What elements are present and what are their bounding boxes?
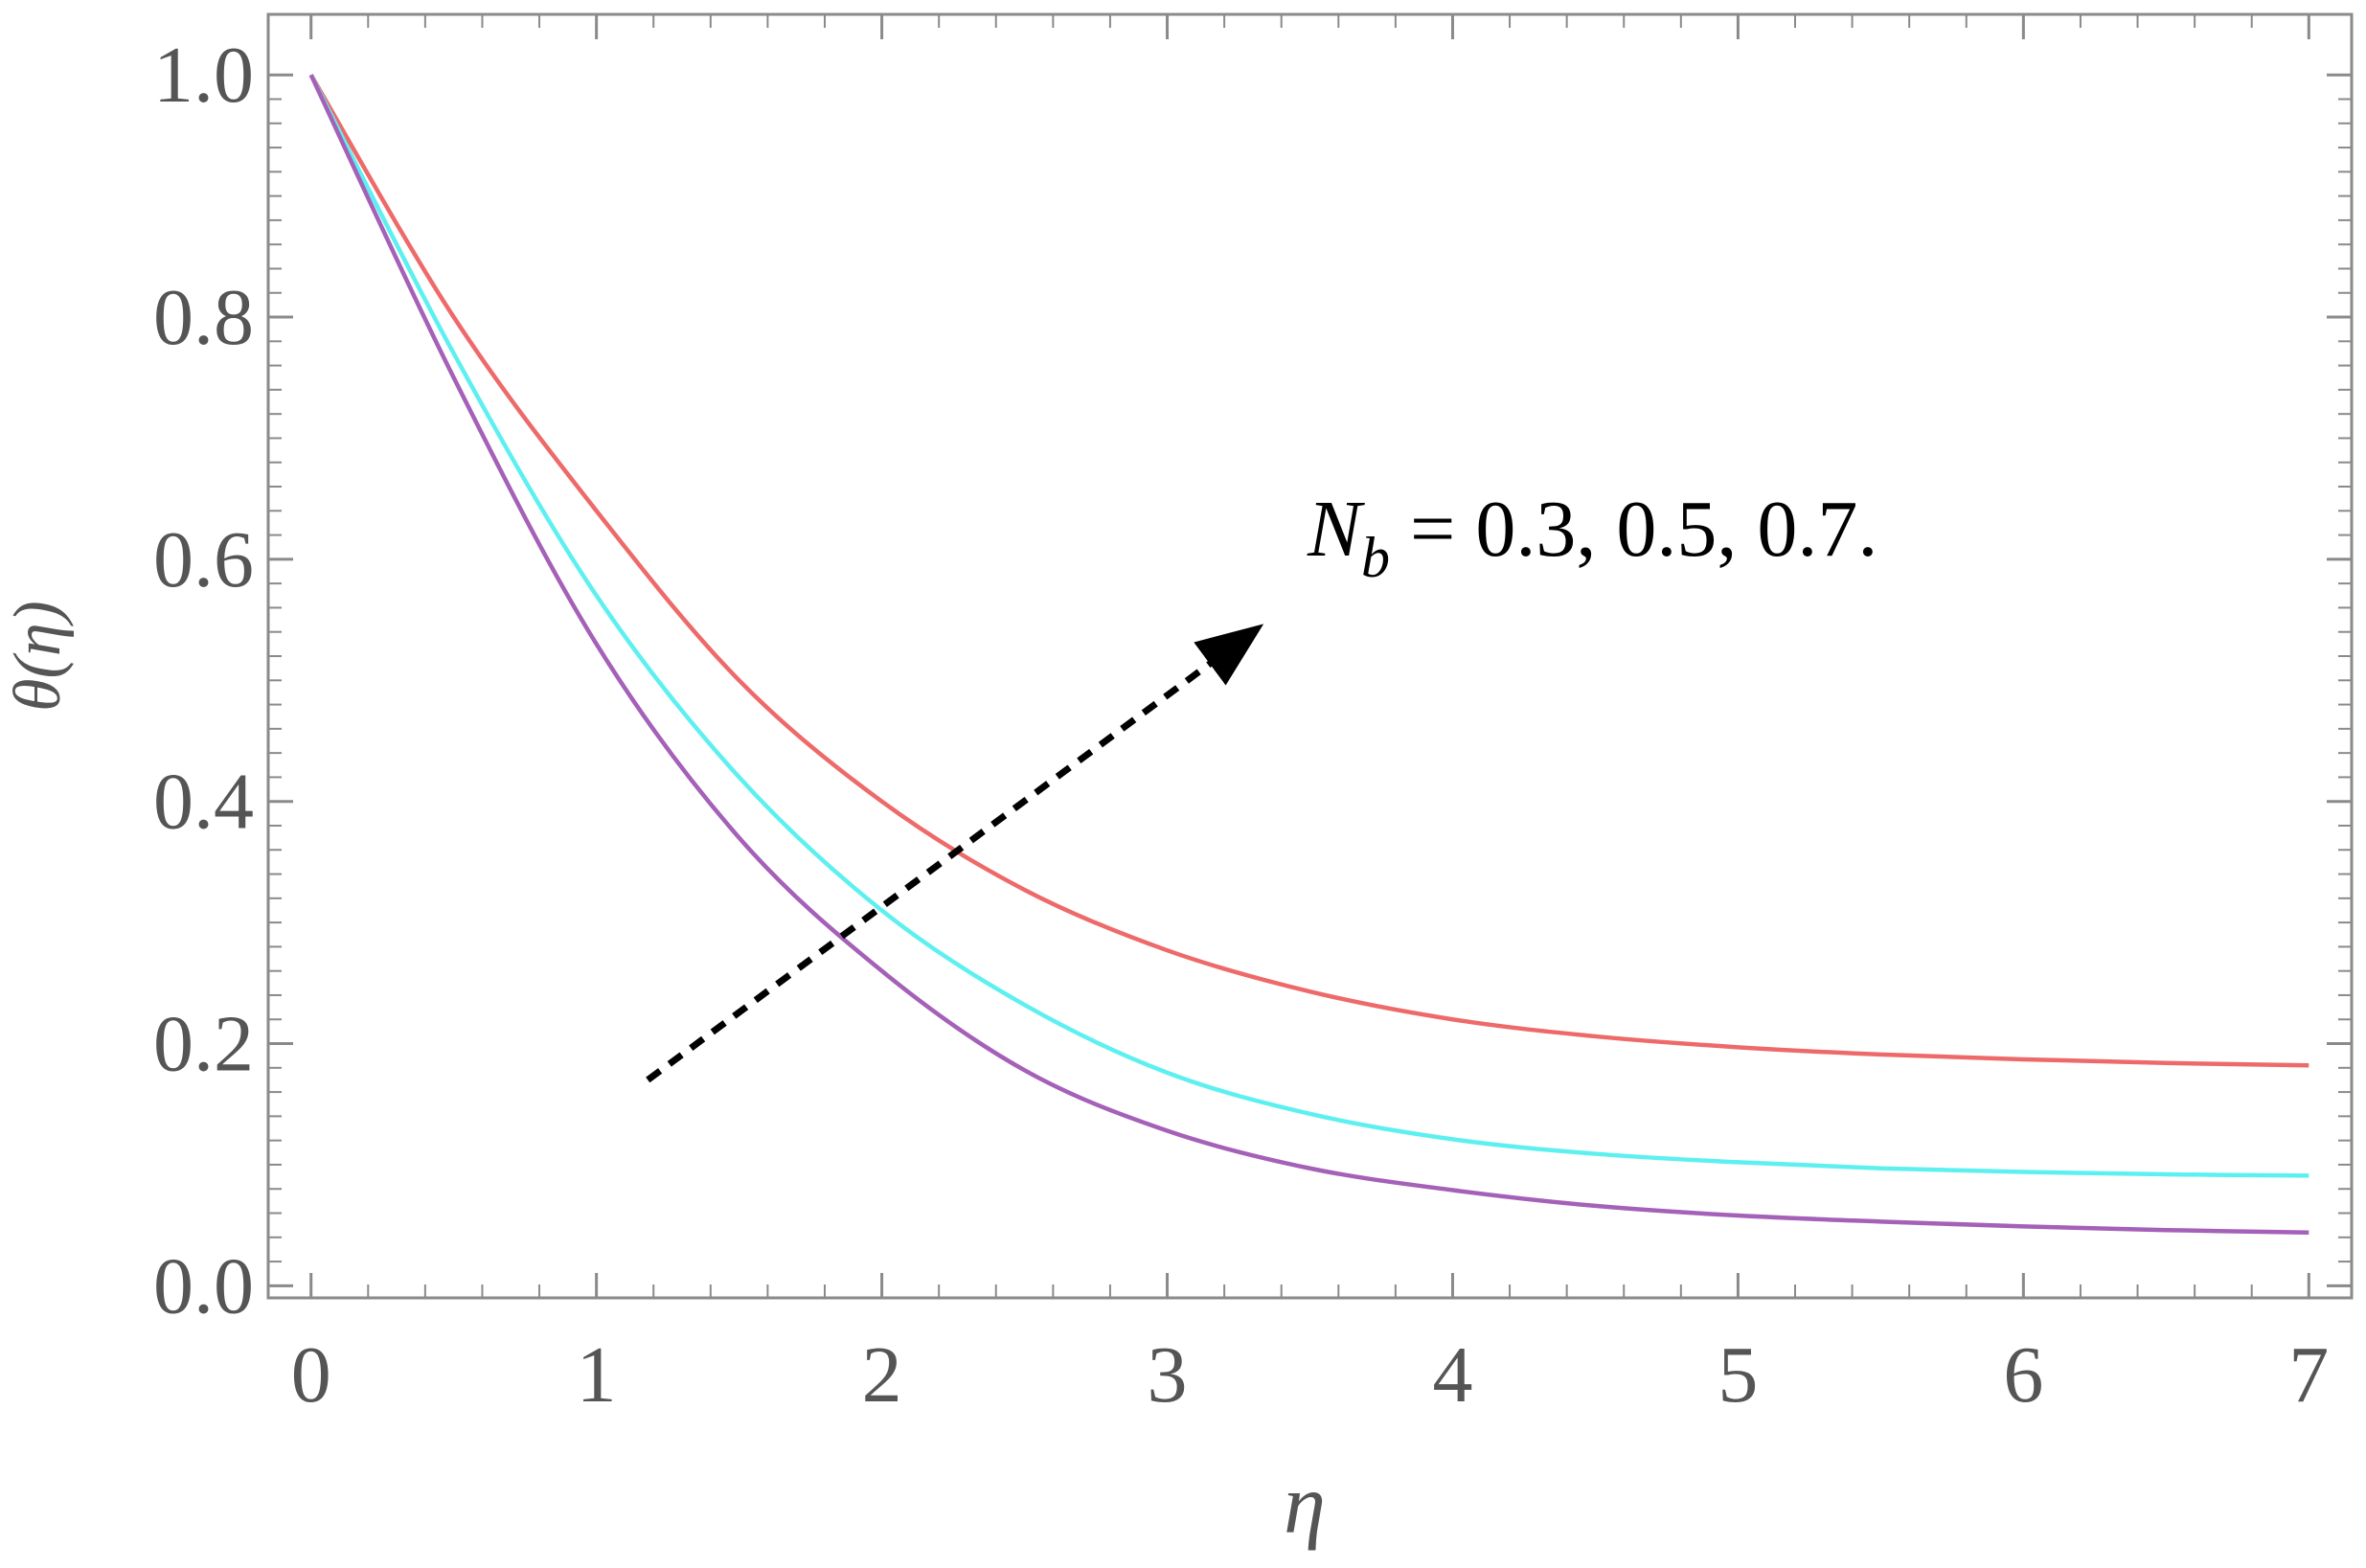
annotation-nb-main: N [1307, 485, 1365, 574]
y-tick-label: 1.0 [153, 31, 254, 120]
x-axis-title: η [1284, 1459, 1326, 1552]
x-tick-label: 1 [577, 1330, 617, 1420]
y-axis-title: θ(η) [1, 601, 75, 712]
increase-arrow [646, 624, 1264, 1083]
plot-frame [266, 12, 2354, 1300]
series-lines [308, 74, 2309, 1235]
x-tick-label: 3 [1148, 1330, 1188, 1420]
y-tick-label: 0.2 [153, 1000, 254, 1089]
y-tick-label: 0.4 [153, 758, 254, 847]
y-tick-label: 0.0 [153, 1241, 254, 1330]
x-tick-label: 2 [862, 1330, 902, 1420]
series-line-1 [308, 74, 2309, 1068]
axis-ticks [268, 14, 2352, 1298]
x-tick-label: 4 [1432, 1330, 1472, 1420]
x-tick-label: 7 [2288, 1330, 2329, 1420]
x-tick-label: 0 [291, 1330, 331, 1420]
y-tick-label: 0.6 [153, 515, 254, 604]
y-tick-label: 0.8 [153, 273, 254, 362]
series-line-2 [308, 74, 2309, 1178]
annotation-nb: Nb = 0.3, 0.5, 0.7. [1307, 485, 1877, 589]
x-tick-label: 5 [1718, 1330, 1758, 1420]
annotation-nb-sub: b [1361, 526, 1390, 589]
series-line-3 [308, 74, 2309, 1235]
axis-tick-labels: 0 1 2 3 4 5 6 7 0.0 0.2 0.4 0.6 0.8 1.0 [153, 31, 2329, 1420]
x-tick-label: 6 [2003, 1330, 2043, 1420]
annotation-nb-rest: = 0.3, 0.5, 0.7. [1390, 485, 1877, 574]
